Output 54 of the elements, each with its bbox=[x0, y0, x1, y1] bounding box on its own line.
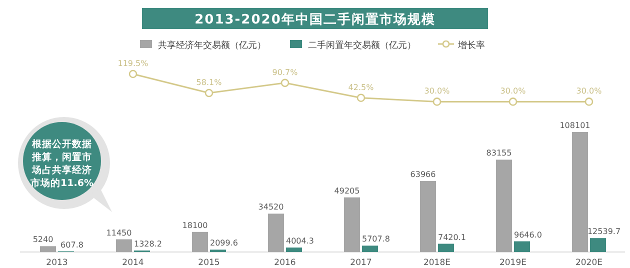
data-label: 30.0% bbox=[500, 86, 526, 96]
point bbox=[356, 94, 366, 102]
bar bbox=[286, 248, 302, 252]
data-label: 607.8 bbox=[60, 240, 84, 250]
data-label: 49205 bbox=[334, 186, 360, 196]
data-label: 30.0% bbox=[576, 86, 602, 96]
data-label: 58.1% bbox=[196, 78, 222, 88]
bar bbox=[590, 238, 606, 252]
data-label: 30.0% bbox=[424, 86, 450, 96]
legend-label: 增长率 bbox=[457, 40, 485, 51]
data-label: 63966 bbox=[410, 170, 436, 179]
data-label: 4004.3 bbox=[286, 236, 314, 246]
chart-title: 2013-2020年中国二手闲置市场规模 bbox=[194, 12, 436, 28]
data-label: 5707.8 bbox=[362, 234, 390, 244]
x-tick-label: 2014 bbox=[122, 258, 144, 268]
point bbox=[280, 78, 290, 88]
bar bbox=[438, 244, 454, 252]
data-label: 18100 bbox=[182, 220, 208, 230]
bar bbox=[40, 246, 56, 252]
data-label: 83155 bbox=[486, 148, 512, 158]
data-label: 9646.0 bbox=[514, 230, 542, 240]
bar bbox=[420, 180, 436, 252]
x-tick-label: 2013 bbox=[46, 258, 68, 268]
bar bbox=[496, 160, 512, 252]
x-tick-label: 2019E bbox=[499, 258, 527, 268]
bar bbox=[572, 132, 588, 252]
data-label: 34520 bbox=[258, 202, 284, 212]
bar bbox=[192, 232, 208, 252]
bar bbox=[268, 214, 284, 252]
x-tick-label: 2018E bbox=[423, 258, 451, 268]
bar bbox=[514, 241, 530, 252]
data-label: 1328.2 bbox=[134, 240, 162, 249]
data-label: 119.5% bbox=[118, 59, 149, 68]
data-label: 7420.1 bbox=[438, 232, 466, 242]
point bbox=[204, 88, 214, 98]
data-label: 11450 bbox=[106, 228, 132, 238]
data-label: 108101 bbox=[560, 121, 590, 130]
x-tick-label: 2020E bbox=[575, 258, 603, 268]
data-label: 5240 bbox=[32, 235, 54, 244]
x-tick-label: 2015 bbox=[198, 258, 220, 268]
data-label: 12539.7 bbox=[587, 227, 621, 236]
data-label: 42.5% bbox=[348, 82, 374, 92]
data-label: 90.7% bbox=[272, 68, 298, 77]
data-label: 2099.6 bbox=[210, 238, 238, 248]
annotation: 根据公开数据推算，闲置市场占共享经济市场的11.6% bbox=[30, 138, 94, 189]
point bbox=[432, 98, 442, 106]
bar bbox=[344, 197, 360, 252]
point bbox=[128, 70, 138, 78]
point bbox=[508, 98, 518, 106]
point bbox=[584, 98, 594, 106]
x-tick-label: 2017 bbox=[350, 258, 372, 268]
x-tick-label: 2016 bbox=[274, 258, 296, 268]
bar bbox=[362, 246, 378, 252]
bar bbox=[116, 239, 132, 252]
